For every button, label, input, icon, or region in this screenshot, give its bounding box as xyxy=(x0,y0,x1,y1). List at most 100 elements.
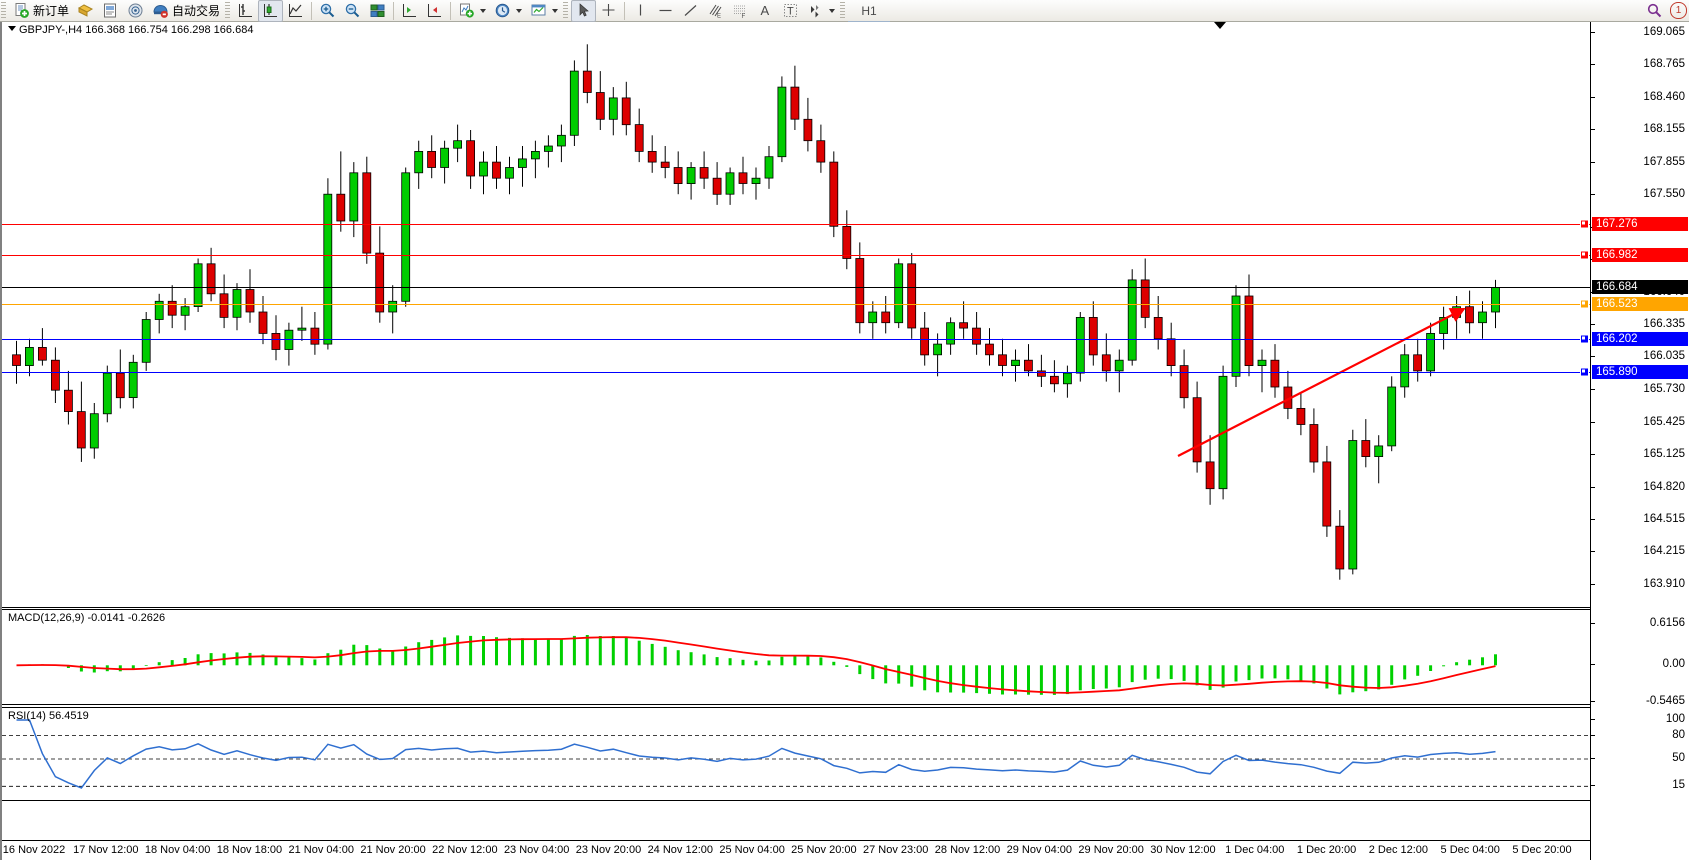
price-level-handle[interactable] xyxy=(1580,367,1589,377)
horizontal-line-button[interactable] xyxy=(653,0,678,22)
price-level-line-support[interactable] xyxy=(2,338,1590,340)
chevron-down-icon-3[interactable] xyxy=(552,8,559,13)
rsi-tick-label: 15 xyxy=(1672,779,1685,792)
expert-advisors-button[interactable] xyxy=(73,0,98,22)
tile-windows-button[interactable] xyxy=(365,0,390,22)
price-tick-label: 167.855 xyxy=(1643,155,1685,168)
fibonacci-button[interactable]: F xyxy=(728,0,753,22)
alert-badge[interactable]: 1 xyxy=(1670,2,1687,19)
time-axis[interactable]: 16 Nov 2022 17 Nov 12:00 18 Nov 04:00 18 No… xyxy=(2,840,1592,860)
price-pane[interactable]: GBPJPY-,H4 166.368 166.754 166.298 166.6… xyxy=(2,22,1689,608)
rsi-pane[interactable]: RSI(14) 56.4519 xyxy=(2,707,1689,801)
chevron-down-icon[interactable] xyxy=(480,8,487,13)
shapes-button[interactable] xyxy=(803,0,839,22)
toolbar-right-group: 1 xyxy=(1646,2,1689,19)
chart-shift-icon xyxy=(401,2,418,19)
metaeditor-button[interactable] xyxy=(98,0,123,22)
time-tick-label: 28 Nov 12:00 xyxy=(934,844,1001,856)
price-tick-label: 164.215 xyxy=(1643,545,1685,558)
price-tick-mark xyxy=(1591,421,1595,423)
line-chart-button[interactable] xyxy=(283,0,308,22)
price-level-label-resistance[interactable]: 167.276 xyxy=(1592,216,1688,231)
templates-button[interactable] xyxy=(526,0,562,22)
trendline-button[interactable] xyxy=(678,0,703,22)
price-level-line-pivot[interactable] xyxy=(2,304,1590,306)
vertical-line-button[interactable] xyxy=(628,0,653,22)
toolbar-grip-3[interactable] xyxy=(563,1,569,20)
toolbar-grip-4[interactable] xyxy=(840,1,846,20)
price-level-label-resistance[interactable]: 166.982 xyxy=(1592,248,1688,263)
time-tick-label: 23 Nov 04:00 xyxy=(503,844,570,856)
price-level-handle[interactable] xyxy=(1580,250,1589,260)
price-level-line-support[interactable] xyxy=(2,371,1590,373)
bar-chart-icon xyxy=(237,2,254,19)
text-label-button[interactable]: T xyxy=(778,0,803,22)
price-axis[interactable]: 169.065 168.765 168.460 168.155 167.855 167.5… xyxy=(1590,22,1689,860)
price-tick-mark xyxy=(1591,356,1595,358)
price-level-label-support[interactable]: 166.202 xyxy=(1592,331,1688,346)
macd-tick-mark xyxy=(1591,664,1595,666)
auto-scroll-button[interactable] xyxy=(422,0,447,22)
chart-shift-button[interactable] xyxy=(397,0,422,22)
text-icon: A xyxy=(757,2,774,19)
shapes-icon xyxy=(807,2,824,19)
cursor-button[interactable] xyxy=(571,0,597,22)
time-tick-label: 22 Nov 12:00 xyxy=(432,844,498,856)
search-icon[interactable] xyxy=(1646,2,1666,19)
price-level-label-last-price[interactable]: 166.684 xyxy=(1592,279,1688,294)
rsi-tick-label: 50 xyxy=(1672,752,1685,764)
price-tick-mark xyxy=(1591,486,1595,488)
price-level-line-resistance[interactable] xyxy=(2,255,1590,257)
tile-windows-icon xyxy=(369,2,386,19)
toolbar-grip-2[interactable] xyxy=(225,1,231,20)
chevron-down-icon-2[interactable] xyxy=(516,8,523,13)
bar-chart-button[interactable] xyxy=(233,0,258,22)
toolbar-separator-4 xyxy=(624,1,626,20)
scroll-marker-icon[interactable] xyxy=(1214,22,1226,29)
new-order-icon xyxy=(13,2,30,19)
clock-icon xyxy=(494,2,511,19)
up-trend-arrow[interactable] xyxy=(2,22,1592,608)
price-tick-label: 168.460 xyxy=(1643,90,1685,103)
cursor-icon xyxy=(575,2,592,19)
time-tick-label: 29 Nov 20:00 xyxy=(1078,844,1144,856)
price-tick-label: 165.125 xyxy=(1643,447,1685,460)
svg-text:T: T xyxy=(787,6,794,18)
zoom-out-button[interactable] xyxy=(340,0,365,22)
price-tick-mark xyxy=(1591,96,1595,98)
signals-button[interactable] xyxy=(123,0,148,22)
equidistant-channel-button[interactable]: E xyxy=(703,0,728,22)
price-level-line-resistance[interactable] xyxy=(2,223,1590,225)
price-level-handle[interactable] xyxy=(1580,219,1589,229)
periods-button[interactable] xyxy=(490,0,526,22)
vertical-line-icon xyxy=(632,2,649,19)
price-level-handle[interactable] xyxy=(1580,334,1589,344)
price-level-label-support[interactable]: 165.890 xyxy=(1592,364,1688,379)
price-tick-label: 165.425 xyxy=(1643,415,1685,428)
zoom-in-button[interactable] xyxy=(315,0,340,22)
indicators-icon xyxy=(458,2,475,19)
rsi-tick-label: 80 xyxy=(1672,728,1685,741)
timeframe-h1[interactable]: H1 xyxy=(861,3,877,18)
text-button[interactable]: A xyxy=(753,0,778,22)
toolbar-grip[interactable] xyxy=(1,1,6,20)
time-tick-label: 18 Nov 04:00 xyxy=(144,844,211,856)
time-tick-label: 27 Nov 23:00 xyxy=(862,844,929,856)
indicators-button[interactable] xyxy=(454,0,490,22)
chevron-down-icon-4[interactable] xyxy=(829,8,836,13)
macd-pane[interactable]: MACD(12,26,9) -0.0141 -0.2626 xyxy=(2,609,1689,705)
autotrading-button[interactable]: 自动交易 xyxy=(148,0,224,22)
text-label-icon: T xyxy=(782,2,799,19)
toolbar-separator-1 xyxy=(311,1,313,20)
time-tick-label: 25 Nov 20:00 xyxy=(791,844,857,856)
rsi-tick-mark xyxy=(1591,734,1595,736)
price-level-handle[interactable] xyxy=(1580,299,1589,309)
price-level-label-pivot[interactable]: 166.523 xyxy=(1592,297,1688,312)
chart-area[interactable]: GBPJPY-,H4 166.368 166.754 166.298 166.6… xyxy=(0,22,1689,860)
collapse-triangle-icon[interactable] xyxy=(8,26,16,31)
price-tick-mark xyxy=(1591,453,1595,455)
crosshair-button[interactable] xyxy=(596,0,621,22)
candlestick-chart-button[interactable] xyxy=(258,0,284,22)
new-order-button[interactable]: 新订单 xyxy=(9,0,73,22)
price-level-line-last-price[interactable] xyxy=(2,286,1590,288)
